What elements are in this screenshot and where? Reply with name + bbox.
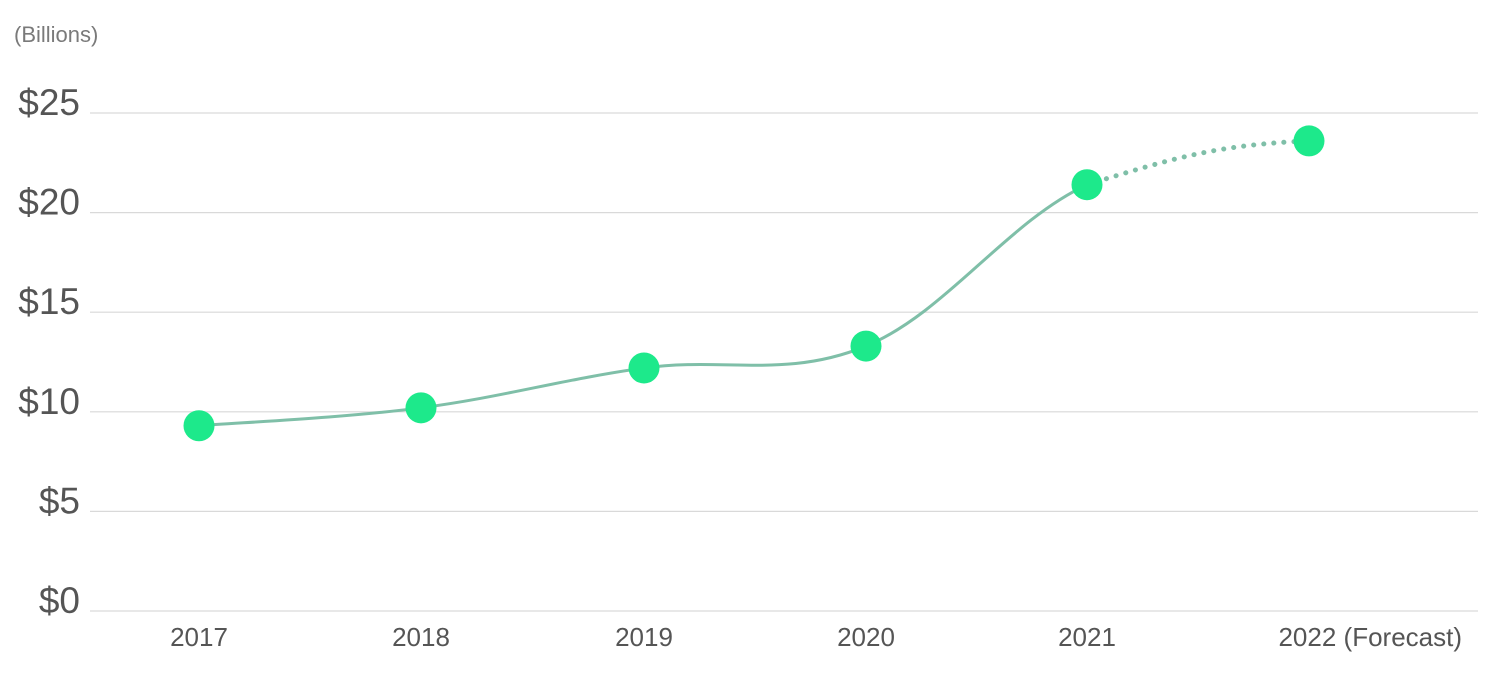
x-tick-label: 2019 [615,622,673,652]
x-axis-ticks: 2017 2018 2019 2020 2021 2022 (Forecast) [170,622,1462,652]
forecast-line [1084,138,1312,188]
data-points [183,125,1325,442]
x-tick-label: 2018 [392,622,450,652]
gridlines [90,112,1478,612]
data-point [628,352,660,384]
series-line [198,138,1312,428]
x-tick-label: 2022 (Forecast) [1278,622,1462,652]
data-point [1293,125,1325,157]
y-tick-label: $5 [39,480,80,521]
y-tick-label: $10 [18,381,80,422]
x-tick-label: 2020 [837,622,895,652]
data-point [1071,169,1103,201]
x-tick-label: 2017 [170,622,228,652]
y-tick-label: $15 [18,281,80,322]
y-tick-label: $20 [18,182,80,223]
unit-label: (Billions) [14,22,98,47]
data-point [850,330,882,362]
y-tick-label: $25 [18,82,80,123]
data-point [405,392,437,424]
actual-line [198,183,1088,428]
y-axis-ticks: $0 $5 $10 $15 $20 $25 [18,82,80,621]
x-tick-label: 2021 [1058,622,1116,652]
data-point [183,410,215,442]
y-tick-label: $0 [39,580,80,621]
